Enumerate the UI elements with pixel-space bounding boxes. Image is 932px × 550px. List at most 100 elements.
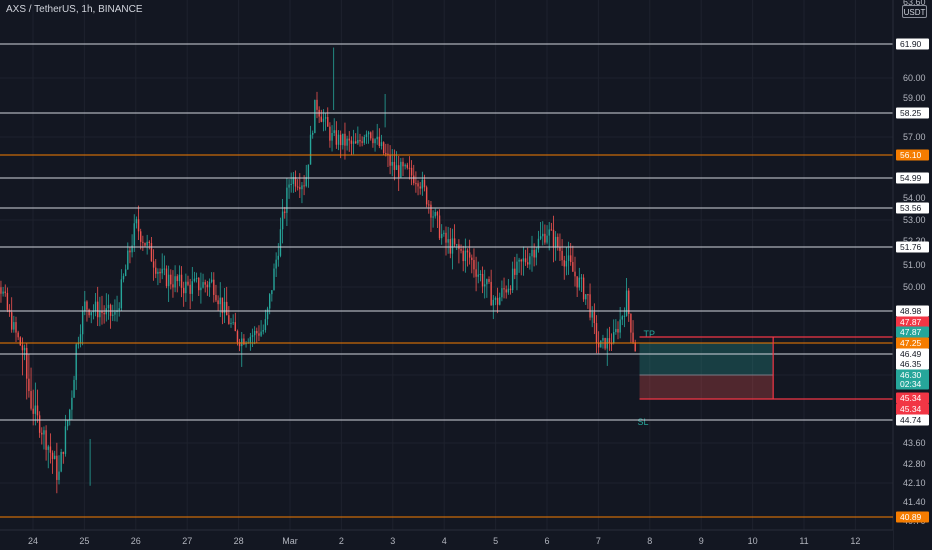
level-tag[interactable] [896, 107, 929, 119]
candle-body [445, 232, 447, 243]
candle-body [167, 274, 170, 287]
x-tick-label: 12 [850, 536, 860, 546]
candle-body [589, 294, 591, 318]
candle-body [56, 455, 58, 480]
candle-body [380, 142, 383, 147]
candle-body [238, 342, 241, 347]
candle-body [62, 451, 64, 454]
candle-body [103, 312, 105, 315]
candle-body [28, 378, 30, 392]
candle-body [284, 211, 286, 213]
candle-body [69, 409, 71, 421]
time-axis[interactable]: 24 25 26 27 28 Mar 2 3 4 5 6 7 8 9 10 11 12 [0, 529, 893, 550]
candle-body [71, 397, 73, 410]
candle-body [574, 271, 576, 277]
price-tag[interactable] [896, 337, 929, 349]
candle-body [245, 342, 247, 345]
candle-body [208, 281, 211, 288]
candle-body [17, 332, 19, 338]
level-tag[interactable] [896, 241, 929, 253]
x-tick-label: Mar [282, 536, 298, 546]
price-tag-label: 47.87 [900, 317, 922, 327]
candle-body [75, 344, 77, 380]
candle-body [561, 250, 563, 261]
candle-body [51, 452, 54, 459]
level-tag[interactable] [896, 38, 929, 50]
candle-body [367, 132, 370, 135]
candle-body [333, 130, 335, 133]
candle-body [570, 255, 572, 263]
candle-body [466, 250, 469, 253]
candle-body [395, 165, 398, 170]
price-tag[interactable] [896, 403, 929, 415]
x-tick-label: 4 [442, 536, 447, 546]
candle-body [253, 330, 256, 336]
level-tag[interactable] [896, 305, 929, 317]
price-tag-label: 47.25 [900, 338, 922, 348]
price-tag[interactable] [896, 369, 929, 390]
price-axis-bg [893, 0, 932, 550]
candle-body [542, 233, 544, 237]
loss-zone[interactable] [639, 375, 774, 399]
candle-body [355, 141, 357, 144]
candle-body [344, 133, 346, 146]
candle-body [243, 338, 245, 345]
candle-body [73, 379, 75, 398]
level-tag[interactable] [896, 414, 929, 426]
level-tag[interactable] [896, 202, 929, 214]
candle-body [587, 294, 589, 296]
candle-body [314, 99, 316, 133]
candle-body [593, 311, 596, 324]
candle-body [548, 229, 550, 236]
price-tag[interactable] [896, 348, 929, 360]
profit-zone[interactable] [639, 343, 774, 375]
candle-body [148, 241, 150, 243]
candle-body [391, 161, 393, 166]
candle-body [262, 330, 264, 332]
candle-body [213, 279, 215, 295]
candle-body [2, 291, 4, 294]
price-tag[interactable] [896, 392, 929, 404]
candle-body [191, 281, 193, 294]
candle-body [316, 99, 318, 110]
candle-body [352, 141, 355, 144]
candle-body [54, 455, 56, 459]
candle-body [453, 238, 456, 245]
price-axis[interactable]: 63.60 60.00 59.00 57.00 54.00 53.00 52.20 51.00… [892, 0, 932, 550]
candle-body [101, 311, 103, 313]
candle-body [359, 139, 361, 142]
currency-badge[interactable]: USDT [902, 5, 927, 18]
price-tag[interactable] [896, 358, 929, 370]
y-tick-label: 59.00 [903, 93, 926, 103]
long-position[interactable]: TP SL [638, 329, 774, 427]
candle-body [99, 311, 101, 318]
candle-body [524, 258, 527, 263]
candle-body [165, 268, 168, 287]
candle-body [223, 301, 226, 314]
candle-body [219, 297, 221, 305]
candle-body [131, 245, 133, 253]
price-tag[interactable] [896, 326, 929, 338]
candle-body [137, 219, 140, 232]
candle-body [150, 242, 153, 262]
x-tick-label: 3 [390, 536, 395, 546]
candle-body [501, 288, 503, 298]
candle-body [43, 430, 45, 435]
price-tag[interactable] [896, 316, 929, 328]
candle-body [90, 312, 92, 316]
level-tag[interactable] [896, 172, 929, 184]
candle-body [462, 250, 464, 262]
candle-body [198, 277, 200, 291]
candle-body [357, 139, 359, 144]
candle-body [286, 187, 288, 213]
level-tag[interactable] [896, 149, 929, 161]
candle-body [546, 235, 548, 243]
level-tag[interactable] [896, 511, 929, 523]
candle-body [118, 308, 120, 311]
candle-body [49, 446, 52, 453]
candle-body [260, 331, 262, 336]
candle-body [193, 278, 196, 282]
candle-body [112, 314, 114, 316]
candle-body [496, 297, 499, 305]
